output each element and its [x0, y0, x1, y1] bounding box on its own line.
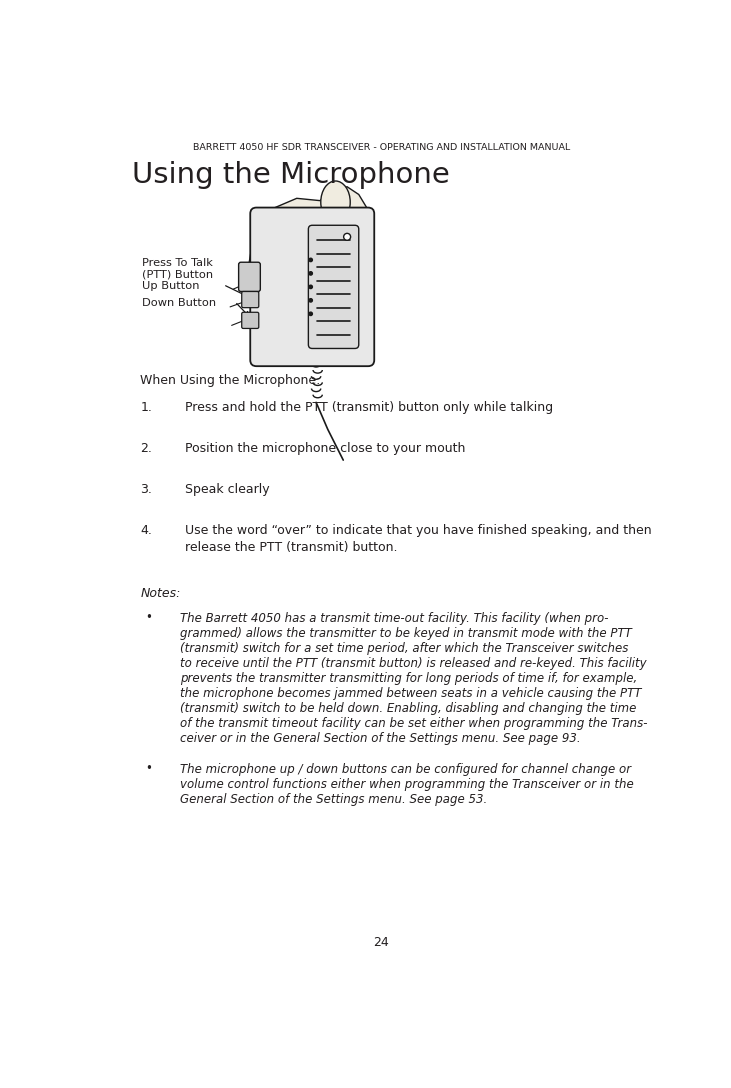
Text: release the PTT (transmit) button.: release the PTT (transmit) button.: [185, 541, 398, 554]
Text: Speak clearly: Speak clearly: [185, 483, 270, 496]
Text: •: •: [145, 611, 153, 625]
Text: to receive until the PTT (transmit button) is released and re-keyed. This facili: to receive until the PTT (transmit butto…: [181, 657, 647, 670]
FancyBboxPatch shape: [242, 312, 259, 329]
Text: BARRETT 4050 HF SDR TRANSCEIVER - OPERATING AND INSTALLATION MANUAL: BARRETT 4050 HF SDR TRANSCEIVER - OPERAT…: [192, 143, 570, 152]
Text: Use the word “over” to indicate that you have finished speaking, and then: Use the word “over” to indicate that you…: [185, 524, 652, 537]
Text: 3.: 3.: [140, 483, 152, 496]
Text: The microphone up / down buttons can be configured for channel change or: The microphone up / down buttons can be …: [181, 763, 632, 776]
Polygon shape: [246, 187, 373, 356]
Text: 4.: 4.: [140, 524, 152, 537]
Text: General Section of the Settings menu. See page 53.: General Section of the Settings menu. Se…: [181, 793, 488, 806]
FancyBboxPatch shape: [308, 225, 359, 348]
Text: ceiver or in the General Section of the Settings menu. See page 93.: ceiver or in the General Section of the …: [181, 732, 581, 745]
Text: 1.: 1.: [140, 400, 152, 413]
Text: Press and hold the PTT (transmit) button only while talking: Press and hold the PTT (transmit) button…: [185, 400, 553, 413]
Text: Down Button: Down Button: [142, 298, 216, 308]
Text: Using the Microphone: Using the Microphone: [132, 161, 450, 189]
Circle shape: [309, 298, 312, 302]
Text: Position the microphone close to your mouth: Position the microphone close to your mo…: [185, 442, 466, 455]
Text: When Using the Microphone:: When Using the Microphone:: [140, 374, 321, 387]
Circle shape: [309, 312, 312, 316]
Text: (transmit) switch to be held down. Enabling, disabling and changing the time: (transmit) switch to be held down. Enabl…: [181, 702, 637, 715]
Text: 24: 24: [374, 936, 389, 949]
Circle shape: [309, 258, 312, 261]
Text: grammed) allows the transmitter to be keyed in transmit mode with the PTT: grammed) allows the transmitter to be ke…: [181, 627, 632, 640]
Text: •: •: [145, 762, 153, 775]
Text: (transmit) switch for a set time period, after which the Transceiver switches: (transmit) switch for a set time period,…: [181, 642, 629, 655]
Text: Up Button: Up Button: [142, 282, 200, 292]
Circle shape: [309, 272, 312, 275]
Text: prevents the transmitter transmitting for long periods of time if, for example,: prevents the transmitter transmitting fo…: [181, 672, 637, 685]
Text: the microphone becomes jammed between seats in a vehicle causing the PTT: the microphone becomes jammed between se…: [181, 688, 642, 701]
FancyBboxPatch shape: [242, 292, 259, 308]
Ellipse shape: [321, 181, 350, 223]
Text: of the transmit timeout facility can be set either when programming the Trans-: of the transmit timeout facility can be …: [181, 717, 648, 730]
Text: Press To Talk
(PTT) Button: Press To Talk (PTT) Button: [142, 258, 213, 280]
Circle shape: [309, 285, 312, 288]
Circle shape: [344, 233, 351, 240]
Text: volume control functions either when programming the Transceiver or in the: volume control functions either when pro…: [181, 778, 635, 791]
FancyBboxPatch shape: [238, 262, 260, 292]
Text: Notes:: Notes:: [140, 586, 181, 599]
FancyBboxPatch shape: [250, 208, 374, 367]
Text: 2.: 2.: [140, 442, 152, 455]
Text: The Barrett 4050 has a transmit time-out facility. This facility (when pro-: The Barrett 4050 has a transmit time-out…: [181, 613, 609, 626]
